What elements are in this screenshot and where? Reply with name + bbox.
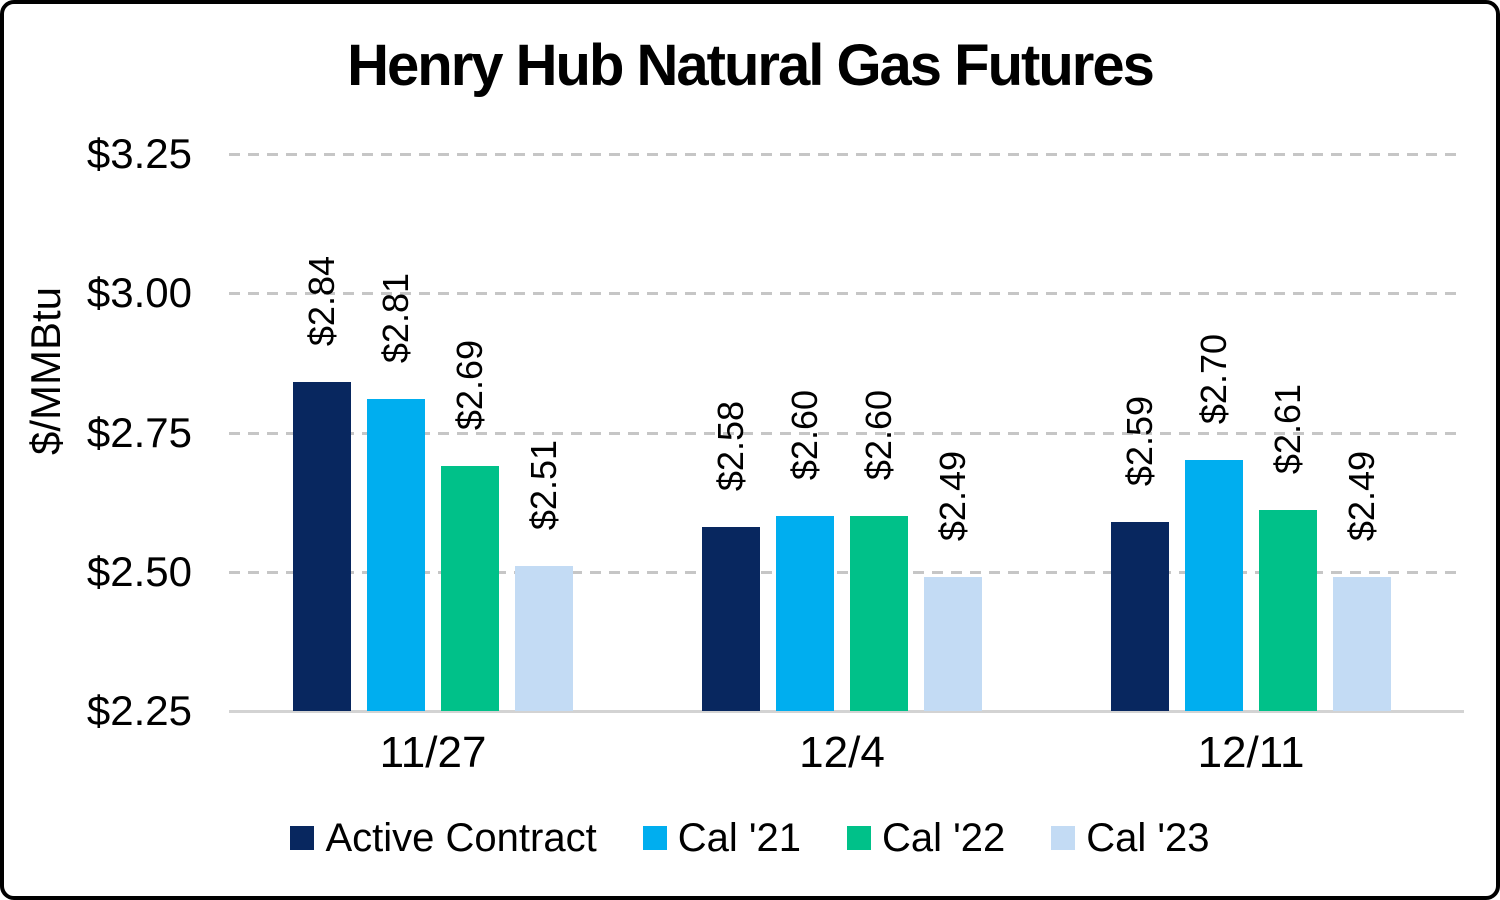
y-tick-label: $2.50 [86, 547, 192, 595]
gridline [229, 153, 1457, 156]
legend: Active Contract Cal '21 Cal '22 Cal '23 [4, 810, 1496, 866]
bar-12/11-cal-21 [1185, 460, 1243, 711]
bar-12/11-cal-23 [1333, 577, 1391, 711]
bar-value-label: $2.61 [1267, 384, 1308, 475]
bar-value-label: $2.60 [858, 389, 899, 481]
bar-value-label: $2.59 [1119, 395, 1160, 486]
y-tick-label: $2.75 [86, 408, 192, 456]
legend-label: Cal '21 [677, 815, 801, 860]
bar-value-label: $2.51 [523, 440, 564, 531]
bar-12/4-active-contract [702, 527, 760, 711]
legend-swatch [642, 826, 667, 850]
legend-item-cal-23: Cal '23 [1051, 815, 1210, 861]
bar-12/4-cal-23 [924, 577, 982, 711]
bar-12/11-cal-22 [1259, 510, 1317, 711]
bar-value-label: $2.70 [1193, 334, 1234, 425]
y-tick-label: $2.25 [86, 687, 192, 734]
legend-label: Cal '23 [1086, 815, 1210, 860]
y-tick-label: $3.00 [86, 269, 192, 317]
bar-12/4-cal-21 [776, 516, 834, 711]
bar-11/27-cal-22 [441, 465, 499, 711]
bar-value-label: $2.81 [375, 273, 416, 364]
bar-value-label: $2.69 [449, 339, 490, 430]
legend-item-cal-21: Cal '21 [642, 815, 801, 861]
bar-value-label: $2.60 [784, 389, 825, 481]
legend-item-cal-22: Cal '22 [846, 815, 1006, 861]
gridline [229, 570, 1457, 574]
bar-value-label: $2.49 [932, 451, 973, 542]
gridline [229, 431, 1457, 435]
bar-12/11-active-contract [1111, 521, 1169, 711]
bar-value-label: $2.49 [1341, 451, 1382, 542]
x-axis-line [229, 710, 1464, 713]
bar-12/4-cal-22 [850, 516, 908, 711]
bar-value-label: $2.58 [710, 401, 751, 492]
legend-swatch [290, 826, 315, 850]
y-tick-label: $3.25 [86, 130, 192, 177]
chart-title: Henry Hub Natural Gas Futures [347, 33, 1155, 98]
x-tick-label: 11/27 [379, 728, 487, 777]
legend-swatch [846, 826, 871, 850]
legend-label: Active Contract [325, 815, 597, 860]
bar-value-label: $2.84 [301, 256, 342, 347]
bar-11/27-cal-23 [515, 566, 573, 711]
y-axis-title: $/MMBtu [22, 286, 69, 456]
bar-11/27-active-contract [293, 382, 351, 711]
bar-11/27-cal-21 [367, 399, 425, 711]
x-tick-label: 12/4 [799, 728, 885, 777]
gridline [229, 292, 1457, 296]
legend-swatch [1051, 826, 1076, 850]
x-tick-label: 12/11 [1197, 728, 1305, 777]
legend-item-active-contract: Active Contract [290, 815, 597, 861]
legend-label: Cal '22 [881, 815, 1006, 860]
